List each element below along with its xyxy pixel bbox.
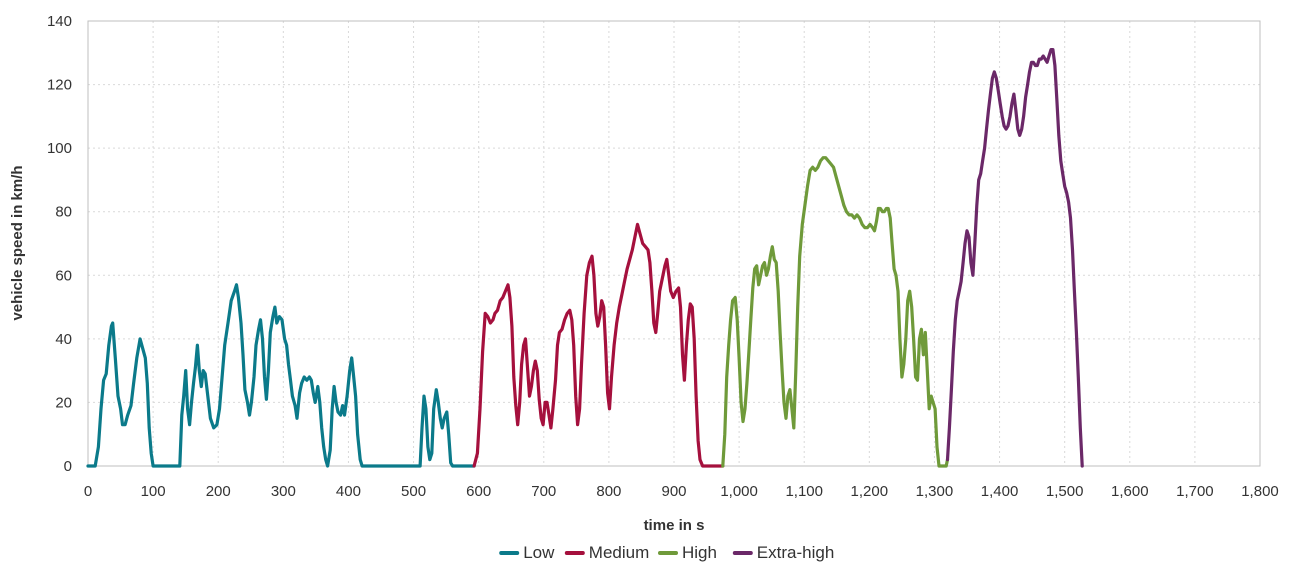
x-tick-label: 1,600: [1111, 483, 1149, 500]
x-tick-label: 1,000: [720, 483, 758, 500]
y-tick-label: 40: [55, 331, 72, 348]
y-tick-label: 20: [55, 394, 72, 411]
legend: Low Medium High Extra-high: [499, 543, 834, 562]
x-tick-label: 1,300: [916, 483, 954, 500]
y-tick-label: 80: [55, 204, 72, 221]
y-tick-label: 100: [47, 140, 72, 157]
x-tick-label: 300: [271, 483, 296, 500]
x-tick-label: 800: [596, 483, 621, 500]
y-axis-title: vehicle speed in km/h: [9, 165, 26, 320]
legend-label-extra-high: Extra-high: [757, 543, 834, 562]
x-tick-label: 200: [206, 483, 231, 500]
x-tick-label: 1,700: [1176, 483, 1214, 500]
series-line-medium: [472, 222, 725, 468]
x-tick-label: 0: [84, 483, 92, 500]
series-line-high: [721, 156, 950, 468]
x-axis-title: time in s: [644, 517, 705, 534]
legend-label-medium: Medium: [589, 543, 649, 562]
legend-swatch-high: [658, 551, 678, 555]
grid-lines: [88, 21, 1260, 466]
legend-label-low: Low: [523, 543, 555, 562]
x-tick-label: 500: [401, 483, 426, 500]
legend-label-high: High: [682, 543, 717, 562]
legend-swatch-medium: [564, 551, 585, 555]
x-tick-label: 1,800: [1241, 483, 1279, 500]
x-tick-label: 600: [466, 483, 491, 500]
y-tick-label: 140: [47, 13, 72, 30]
legend-swatch-low: [499, 551, 520, 555]
x-tick-label: 400: [336, 483, 361, 500]
x-tick-label: 1,400: [981, 483, 1019, 500]
x-tick-label: 100: [141, 483, 166, 500]
x-tick-label: 1,100: [785, 483, 823, 500]
y-axis-tick-labels: 0 20 40 60 80 100 120 140: [47, 13, 72, 475]
x-tick-label: 900: [661, 483, 686, 500]
y-tick-label: 0: [64, 458, 72, 475]
y-tick-label: 60: [55, 267, 72, 284]
x-tick-label: 1,500: [1046, 483, 1084, 500]
series-line-low: [86, 283, 476, 468]
x-axis-tick-labels: 0 100 200 300 400 500 600 700 800 900 1,000 1,100 1,…: [84, 483, 1279, 500]
plot-area: [87, 20, 1261, 467]
x-tick-label: 1,200: [851, 483, 889, 500]
y-tick-label: 120: [47, 77, 72, 94]
series-line-extra-high: [945, 47, 1084, 468]
x-tick-label: 700: [531, 483, 556, 500]
series-lines: [86, 47, 1084, 468]
legend-swatch-extra-high: [732, 551, 753, 555]
